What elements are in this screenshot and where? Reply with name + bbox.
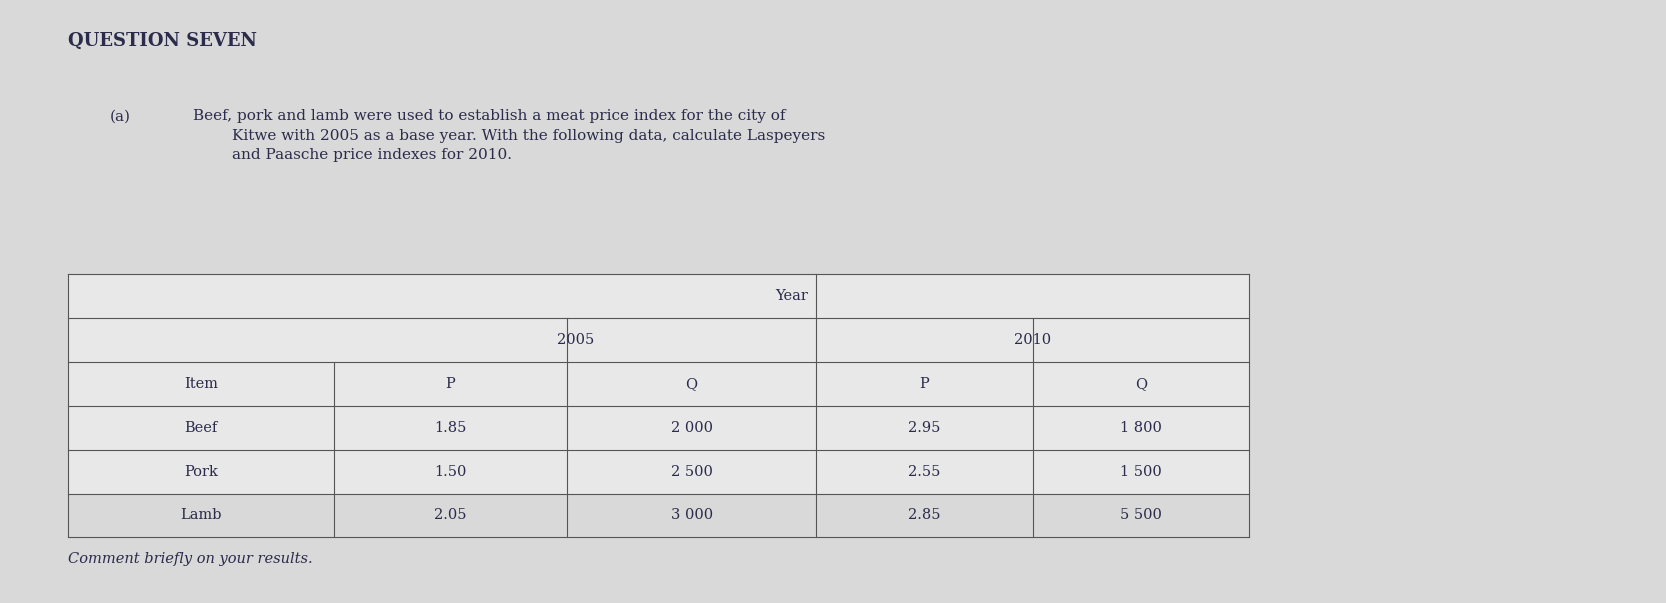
Text: Lamb: Lamb (180, 508, 222, 522)
Text: Pork: Pork (183, 465, 218, 479)
Text: 1 800: 1 800 (1120, 421, 1161, 435)
Text: P: P (445, 377, 455, 391)
Text: Q: Q (1135, 377, 1146, 391)
Text: 2 500: 2 500 (671, 465, 713, 479)
Text: Comment briefly on your results.: Comment briefly on your results. (68, 552, 313, 566)
Text: (a): (a) (110, 109, 130, 124)
Text: 1 500: 1 500 (1120, 465, 1161, 479)
Text: 2 000: 2 000 (671, 421, 713, 435)
Text: 2.55: 2.55 (908, 465, 941, 479)
Text: 2005: 2005 (556, 333, 593, 347)
Text: 1.85: 1.85 (435, 421, 466, 435)
Text: Beef, pork and lamb were used to establish a meat price index for the city of
  : Beef, pork and lamb were used to establi… (193, 109, 825, 162)
Text: 2.05: 2.05 (435, 508, 466, 522)
Text: 1.50: 1.50 (435, 465, 466, 479)
Text: 5 500: 5 500 (1120, 508, 1161, 522)
Text: 2.85: 2.85 (908, 508, 941, 522)
Text: Q: Q (686, 377, 698, 391)
Text: P: P (920, 377, 930, 391)
Text: Beef: Beef (185, 421, 218, 435)
Text: Year: Year (775, 289, 808, 303)
Text: 2010: 2010 (1015, 333, 1051, 347)
Text: QUESTION SEVEN: QUESTION SEVEN (68, 31, 257, 49)
Text: Item: Item (183, 377, 218, 391)
Text: 2.95: 2.95 (908, 421, 941, 435)
Text: 3 000: 3 000 (670, 508, 713, 522)
